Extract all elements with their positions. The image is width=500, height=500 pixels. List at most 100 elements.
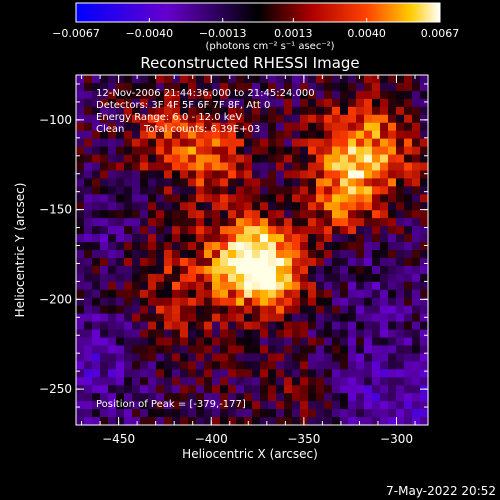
- heatmap-cell: [124, 210, 133, 219]
- heatmap-cell: [116, 90, 125, 100]
- heatmap-cell: [364, 409, 373, 418]
- heatmap-cell: [364, 162, 373, 172]
- heatmap-cell: [404, 210, 413, 219]
- heatmap-cell: [388, 218, 397, 227]
- heatmap-cell: [268, 313, 277, 323]
- heatmap-cell: [316, 281, 325, 291]
- heatmap-cell: [188, 369, 197, 378]
- heatmap-cell: [108, 369, 117, 378]
- heatmap-cell: [236, 162, 245, 172]
- heatmap-cell: [324, 393, 333, 402]
- heatmap-cell: [124, 114, 133, 124]
- heatmap-cell: [292, 417, 301, 426]
- heatmap-cell: [268, 194, 277, 203]
- heatmap-cell: [108, 250, 117, 259]
- heatmap-cell: [180, 305, 189, 315]
- heatmap-cell: [108, 90, 117, 100]
- heatmap-cell: [132, 321, 141, 331]
- heatmap-cell: [420, 265, 429, 275]
- heatmap-cell: [364, 313, 373, 323]
- heatmap-cell: [188, 202, 197, 211]
- heatmap-cell: [108, 202, 117, 211]
- heatmap-cell: [84, 257, 93, 267]
- heatmap-cell: [372, 202, 381, 211]
- heatmap-cell: [76, 337, 85, 347]
- heatmap-cell: [132, 281, 141, 291]
- heatmap-cell: [412, 369, 421, 378]
- heatmap-cell: [364, 178, 373, 187]
- heatmap-cell: [140, 218, 149, 227]
- heatmap-cell: [300, 178, 309, 187]
- heatmap-cell: [244, 210, 253, 219]
- heatmap-cell: [332, 138, 341, 148]
- heatmap-cell: [172, 114, 181, 124]
- heatmap-cell: [132, 154, 141, 164]
- heatmap-cell: [180, 289, 189, 299]
- heatmap-cell: [148, 257, 157, 267]
- heatmap-cell: [108, 257, 117, 267]
- heatmap-cell: [188, 289, 197, 299]
- heatmap-cell: [308, 234, 317, 243]
- heatmap-cell: [220, 130, 229, 140]
- heatmap-cell: [356, 273, 365, 283]
- heatmap-cell: [324, 345, 333, 354]
- heatmap-cell: [316, 82, 325, 92]
- heatmap-cell: [292, 313, 301, 323]
- heatmap-cell: [388, 146, 397, 156]
- heatmap-cell: [324, 281, 333, 291]
- heatmap-cell: [388, 194, 397, 203]
- heatmap-cell: [124, 154, 133, 164]
- heatmap-cell: [332, 226, 341, 235]
- heatmap-cell: [76, 98, 85, 108]
- heatmap-cell: [196, 353, 205, 362]
- heatmap-cell: [348, 202, 357, 211]
- heatmap-cell: [148, 250, 157, 259]
- heatmap-cell: [164, 138, 173, 148]
- heatmap-cell: [412, 98, 421, 108]
- heatmap-cell: [340, 170, 349, 179]
- heatmap-cell: [76, 234, 85, 243]
- heatmap-cell: [244, 377, 253, 386]
- heatmap-cell: [348, 353, 357, 362]
- heatmap-cell: [292, 242, 301, 251]
- heatmap-cell: [172, 257, 181, 267]
- heatmap-cell: [284, 202, 293, 211]
- heatmap-cell: [148, 409, 157, 418]
- y-tick-label: −200: [39, 292, 72, 306]
- heatmap-cell: [228, 98, 237, 108]
- heatmap-cell: [396, 353, 405, 362]
- heatmap-cell: [316, 409, 325, 418]
- heatmap-cell: [76, 122, 85, 132]
- heatmap-cell: [348, 417, 357, 426]
- heatmap-cell: [340, 98, 349, 108]
- heatmap-cell: [116, 369, 125, 378]
- heatmap-cell: [348, 321, 357, 331]
- heatmap-cell: [116, 417, 125, 426]
- heatmap-cell: [300, 146, 309, 156]
- heatmap-cell: [100, 265, 109, 275]
- heatmap-cell: [140, 321, 149, 331]
- heatmap-cell: [348, 234, 357, 243]
- heatmap-cell: [316, 369, 325, 378]
- heatmap-cell: [292, 170, 301, 179]
- heatmap-cell: [380, 234, 389, 243]
- heatmap-cell: [196, 385, 205, 394]
- heatmap-cell: [100, 98, 109, 108]
- heatmap-cell: [356, 234, 365, 243]
- heatmap-cell: [244, 289, 253, 299]
- heatmap-cell: [196, 377, 205, 386]
- heatmap-cell: [324, 361, 333, 370]
- heatmap-cell: [188, 178, 197, 187]
- heatmap-cell: [204, 82, 213, 92]
- heatmap-cell: [356, 218, 365, 227]
- heatmap-cell: [340, 369, 349, 378]
- heatmap-cell: [332, 281, 341, 291]
- heatmap-cell: [356, 361, 365, 370]
- heatmap-cell: [252, 361, 261, 370]
- heatmap-cell: [372, 257, 381, 267]
- heatmap-cell: [236, 257, 245, 267]
- heatmap-cell: [220, 337, 229, 347]
- heatmap-cell: [108, 321, 117, 331]
- heatmap-cell: [300, 401, 309, 410]
- heatmap-cell: [324, 289, 333, 299]
